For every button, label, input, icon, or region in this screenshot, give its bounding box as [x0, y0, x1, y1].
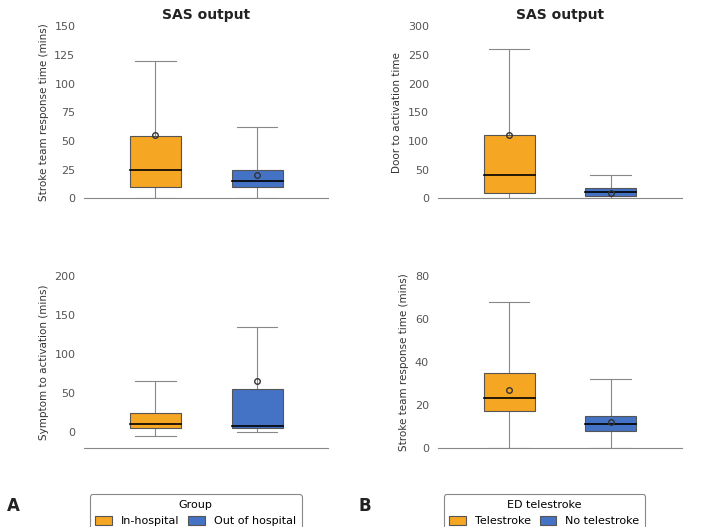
Legend: Telestroke, No telestroke: Telestroke, No telestroke [444, 494, 645, 527]
Y-axis label: Door to activation time: Door to activation time [392, 52, 402, 173]
Text: A: A [7, 497, 20, 515]
Bar [130, 136, 181, 187]
Title: SAS output: SAS output [516, 8, 604, 23]
Bar [232, 170, 283, 187]
Bar [232, 389, 283, 428]
Title: SAS output: SAS output [162, 8, 250, 23]
Bar [484, 373, 534, 412]
Y-axis label: Stroke team response time (mins): Stroke team response time (mins) [39, 24, 49, 201]
Bar [130, 413, 181, 428]
Y-axis label: Stroke team response time (mins): Stroke team response time (mins) [399, 273, 409, 451]
Legend: In-hospital, Out of hospital: In-hospital, Out of hospital [90, 494, 302, 527]
Bar [586, 416, 636, 431]
Y-axis label: Symptom to activation (mins): Symptom to activation (mins) [39, 284, 49, 440]
Bar [586, 188, 636, 196]
Bar [484, 135, 534, 193]
Text: B: B [359, 497, 371, 515]
